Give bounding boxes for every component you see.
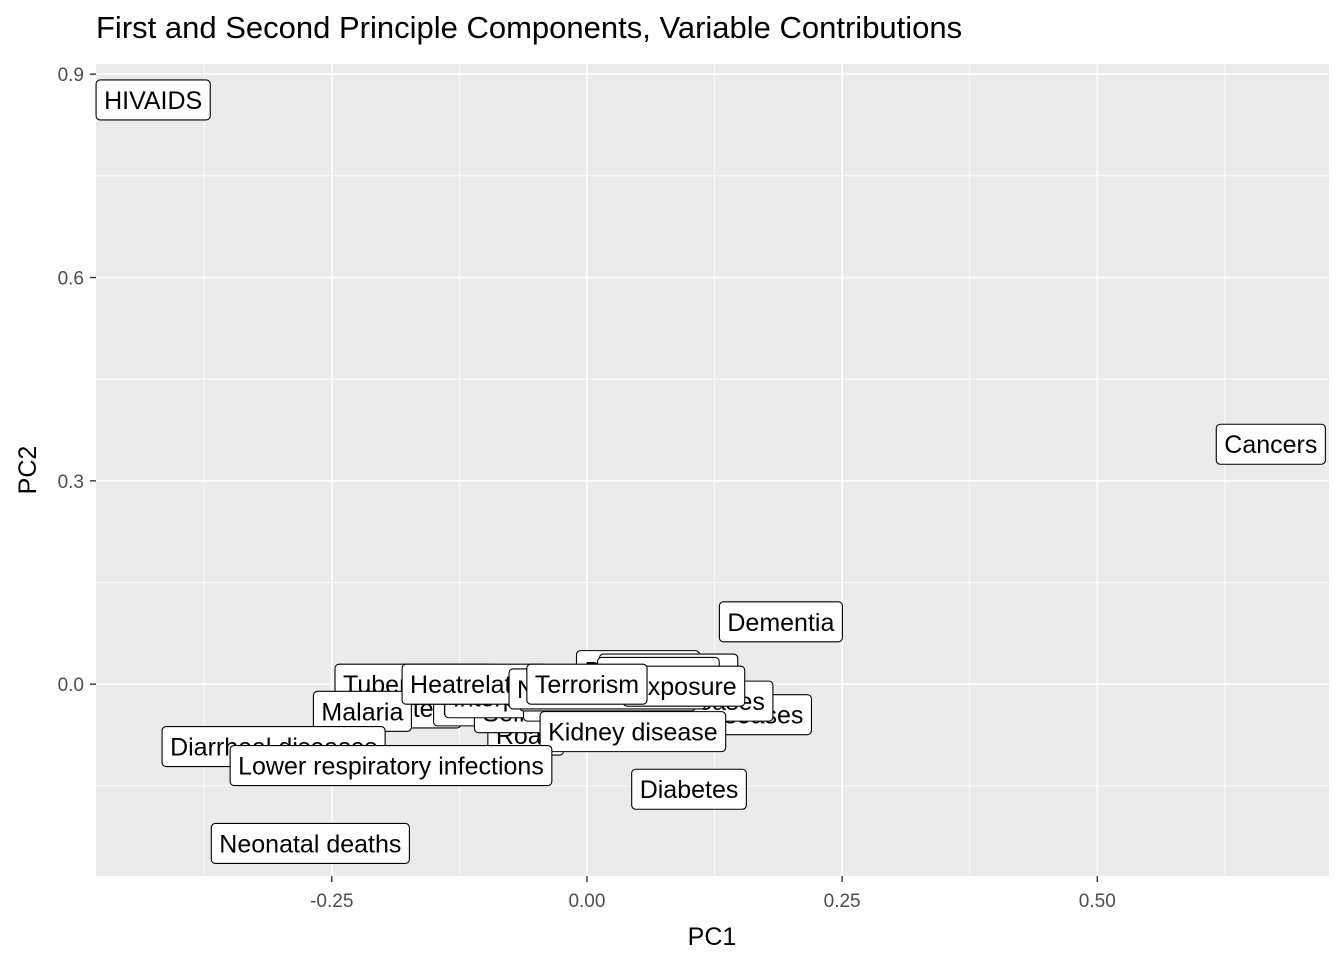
- point-label-text: Dementia: [727, 609, 834, 637]
- axes: -0.25 0.00 0.25 0.50 0.0 0.3 0.6 0.9: [58, 65, 1116, 912]
- point-label-text: Exposure: [631, 673, 737, 701]
- y-tick-label: 0.9: [58, 65, 84, 86]
- y-tick-label: 0.6: [58, 269, 84, 290]
- point-label: Lower respiratory infections: [229, 744, 553, 787]
- x-tick-label: 0.00: [568, 891, 605, 912]
- point-label-box: [1215, 423, 1326, 465]
- point-label-box: [631, 768, 747, 810]
- y-tick-label: 0.3: [58, 472, 84, 493]
- y-axis-title: PC2: [14, 446, 42, 495]
- point-label-text: Neonatal deaths: [219, 830, 401, 858]
- point-label-text: Lower respiratory infections: [238, 753, 544, 781]
- point-label: HIVAIDS: [95, 79, 211, 121]
- point-label: Exposure: [622, 665, 746, 707]
- point-label: Kidney disease: [539, 711, 727, 753]
- x-tick-label: 0.50: [1079, 891, 1116, 912]
- x-tick-label: 0.25: [824, 891, 861, 912]
- point-label-text: Terrorism: [535, 671, 639, 699]
- point-label: Dementia: [718, 601, 843, 643]
- point-label-box: [229, 744, 553, 787]
- point-label: Malaria: [312, 690, 412, 732]
- point-label-text: Kidney disease: [548, 719, 718, 747]
- point-label-text: Diabetes: [640, 776, 739, 804]
- point-label-text: HIVAIDS: [104, 87, 202, 115]
- point-label: Neonatal deaths: [210, 822, 410, 865]
- point-label-box: [210, 822, 410, 865]
- x-axis-title: PC1: [688, 923, 737, 951]
- point-label-box: [526, 663, 648, 705]
- point-label-box: [95, 79, 211, 121]
- point-label: Diabetes: [631, 768, 747, 810]
- point-label-box: [539, 711, 727, 753]
- chart-title: First and Second Principle Components, V…: [96, 10, 963, 45]
- x-tick-label: -0.25: [310, 891, 353, 912]
- major-gridlines: [96, 64, 1329, 876]
- y-tick-label: 0.0: [58, 675, 84, 696]
- point-label-text: Cancers: [1224, 431, 1317, 459]
- point-label: Terrorism: [526, 663, 648, 705]
- point-label-box: [718, 601, 843, 643]
- point-labels: RoadProteinInfectionsSelf harmInterperso…: [95, 79, 1326, 865]
- point-label: Cancers: [1215, 423, 1326, 465]
- point-label-text: Malaria: [321, 698, 403, 726]
